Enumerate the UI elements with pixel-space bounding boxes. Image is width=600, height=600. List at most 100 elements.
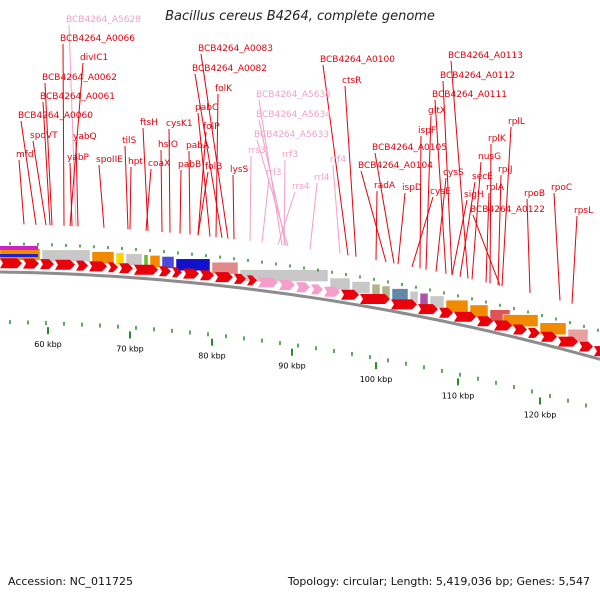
feature-track xyxy=(0,246,589,342)
leader-line xyxy=(232,174,235,240)
leader-line xyxy=(419,135,422,269)
gene-label-ispd: ispD xyxy=(402,183,422,193)
accession-text: Accession: NC_011725 xyxy=(8,575,134,588)
gene-label-bcb4264_a5628: BCB4264_A5628 xyxy=(66,15,141,25)
leader-line xyxy=(553,192,561,301)
gene-label-bcb4264_a5634: BCB4264_A5634 xyxy=(256,110,331,120)
leader-line xyxy=(129,166,132,230)
gene-label-spoiie: spoIIE xyxy=(96,155,123,165)
gene-arrow xyxy=(454,311,476,322)
gene-label-bcb4264_a0105: BCB4264_A0105 xyxy=(372,143,447,153)
gene-label-bcb4264_a0113: BCB4264_A0113 xyxy=(448,51,523,61)
gene-label-rrs4: rrs4 xyxy=(292,182,310,192)
feature-box xyxy=(125,253,143,267)
gene-label-bcb4264_a0111: BCB4264_A0111 xyxy=(432,90,507,100)
gene-label-rada: radA xyxy=(374,181,396,191)
gene-label-bcb4264_a0061: BCB4264_A0061 xyxy=(40,92,115,102)
gene-label-bcb4264_a5633: BCB4264_A5633 xyxy=(254,130,329,140)
gene-arrow xyxy=(391,299,417,310)
gene-label-sece: secE xyxy=(472,172,493,182)
gene-label-paba: pabA xyxy=(186,141,210,151)
gene-label-cysk1: cysK1 xyxy=(166,119,193,129)
gene-arrow-track xyxy=(0,258,600,357)
gene-label-rrl4: rrl4 xyxy=(314,173,330,183)
leader-line xyxy=(32,140,47,226)
leader-line xyxy=(411,196,434,268)
leader-line xyxy=(526,198,531,293)
gene-arrow xyxy=(76,260,88,271)
leader-line xyxy=(360,170,387,263)
leader-line xyxy=(69,162,73,227)
gene-arrow xyxy=(494,320,512,331)
gene-arrow xyxy=(200,270,214,281)
gene-arrow xyxy=(159,266,171,277)
leader-line xyxy=(501,126,512,287)
gene-arrow xyxy=(183,268,199,279)
gene-arrow xyxy=(172,267,182,278)
leader-line xyxy=(374,152,395,264)
gene-label-rpoc: rpoC xyxy=(551,183,572,193)
leader-line xyxy=(471,161,482,280)
leader-line xyxy=(124,145,129,230)
gene-label-cyse: cysE xyxy=(430,187,451,197)
gene-label-rrs3: rrs3 xyxy=(248,146,266,156)
leader-line xyxy=(160,149,163,232)
gene-arrow xyxy=(134,264,158,275)
scale-tick-label: 120 kbp xyxy=(524,410,557,419)
leader-line xyxy=(75,141,79,227)
gene-arrow xyxy=(360,294,390,304)
leader-line xyxy=(261,177,270,243)
leader-line xyxy=(197,171,209,236)
leader-line xyxy=(332,164,341,255)
gene-label-layer: BCB4264_A5628 BCB4264_A0066 divIC1 BCB4264_… xyxy=(16,15,593,216)
gene-label-bcb4264_a0082: BCB4264_A0082 xyxy=(192,64,267,74)
gene-label-folb: folB xyxy=(205,162,222,172)
feature-box xyxy=(351,281,371,294)
gene-arrow xyxy=(418,304,438,315)
gene-arrow xyxy=(541,331,557,342)
gene-arrow xyxy=(513,324,527,335)
leader-line xyxy=(322,64,349,256)
genome-summary-text: Topology: circular; Length: 5,419,036 bp… xyxy=(287,575,590,588)
scale-tick-label: 100 kbp xyxy=(360,375,393,384)
gene-label-divic1: divIC1 xyxy=(80,53,108,63)
gene-label-hslo: hslO xyxy=(158,140,178,150)
gene-label-cyss: cysS xyxy=(443,168,464,178)
gene-label-pabb: pabB xyxy=(178,160,201,170)
scale-tick-label: 90 kbp xyxy=(278,362,306,371)
gene-label-rpsl: rpsL xyxy=(574,206,593,216)
leader-line xyxy=(425,115,432,270)
gene-arrow xyxy=(439,307,453,318)
backbone-line xyxy=(0,270,600,361)
gene-label-bcb4264_a0062: BCB4264_A0062 xyxy=(42,73,117,83)
gene-arrow xyxy=(594,346,600,357)
gene-arrow xyxy=(89,261,107,272)
leader-line xyxy=(168,128,171,233)
scale-tick-label: 60 kbp xyxy=(34,340,62,349)
gene-label-ctsr: ctsR xyxy=(342,76,361,86)
gene-label-tils: tilS xyxy=(122,136,137,146)
gene-label-nusg: nusG xyxy=(478,152,501,162)
leader-line xyxy=(277,191,296,245)
gene-arrow xyxy=(40,259,54,270)
leader-line xyxy=(344,85,357,257)
gene-label-bcb4264_a0112: BCB4264_A0112 xyxy=(440,71,515,81)
gene-label-coax: coaX xyxy=(148,159,170,169)
leader-line xyxy=(435,177,447,272)
gene-label-rpla: rplA xyxy=(486,183,505,193)
gene-label-bcb4264_a0060: BCB4264_A0060 xyxy=(18,111,93,121)
leader-line xyxy=(179,169,182,234)
gene-arrow xyxy=(247,275,257,286)
gene-label-folk: folK xyxy=(215,84,233,94)
gene-label-rrf4: rrf4 xyxy=(330,155,346,165)
leader-line xyxy=(249,155,252,242)
gene-label-mfd: mfd xyxy=(16,150,34,160)
leader-line xyxy=(472,214,501,286)
leader-line xyxy=(20,120,37,225)
genome-backbone xyxy=(0,270,600,361)
leader-line xyxy=(571,215,578,304)
map-title: Bacillus cereus B4264, complete genome xyxy=(165,9,435,24)
leader-line xyxy=(434,99,447,274)
leader-line xyxy=(42,101,51,226)
